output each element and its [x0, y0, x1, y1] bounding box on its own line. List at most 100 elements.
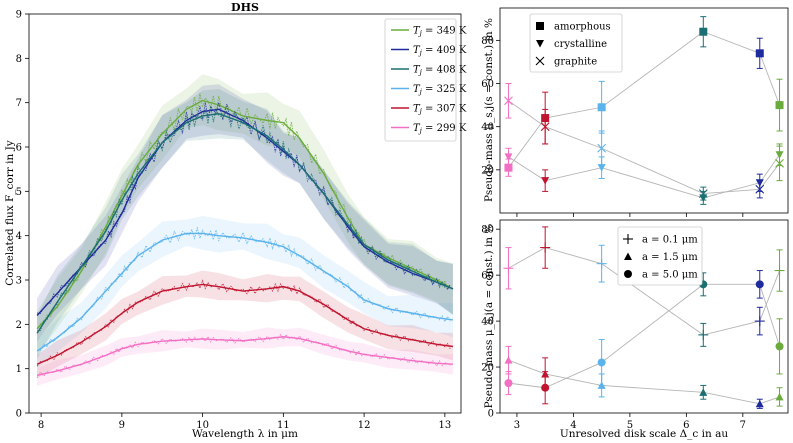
- x-tick-label: 7: [740, 420, 746, 431]
- y-tick-label: 5: [16, 187, 22, 198]
- data-point-plus: [698, 329, 709, 340]
- y-tick-label: 1: [16, 364, 22, 375]
- error-band-2: [37, 88, 453, 359]
- y-tick-label: 60: [481, 271, 494, 282]
- y-tick-label: 0: [488, 409, 494, 420]
- y-tick-label: 20: [481, 363, 494, 374]
- data-point-triangle-down: [597, 164, 606, 172]
- data-point-triangle-up: [755, 399, 764, 408]
- data-point-x: [540, 122, 550, 132]
- panel-grain-size-frame: [499, 219, 789, 414]
- x-tick-label: 13: [438, 420, 451, 431]
- y-tick-label: 2: [16, 320, 22, 331]
- panel-pseudo-mass-composition: 20 40 60 80 Pseudo-mass μ_s,j(s = const.) i…: [481, 7, 789, 217]
- measured-line-0: [36, 93, 451, 330]
- data-point-x: [755, 184, 765, 194]
- data-point-x-stroke: [755, 184, 765, 194]
- panel-composition-frame: [499, 7, 789, 214]
- composition-y-axis-label: Pseudo-mass μ_s,j(s = const.) in %: [483, 18, 495, 202]
- legend-text: = 408 K: [422, 65, 467, 76]
- composition-axis-ticks: 20 40 60 80: [481, 36, 744, 217]
- legend-label-4: Tj = 307 K: [413, 104, 467, 116]
- composition-legend: amorphous crystalline graphite: [529, 13, 623, 73]
- data-point-square: [775, 101, 784, 110]
- legend-text: = 349 K: [422, 26, 467, 37]
- connector-plus: [508, 247, 780, 336]
- x-tick-label: 6: [683, 420, 689, 431]
- data-point-x: [504, 96, 513, 106]
- error-band-1: [37, 84, 453, 342]
- model-line-1: [36, 108, 454, 316]
- legend-text: = 299 K: [422, 123, 467, 134]
- y-tick-label: 60: [481, 79, 494, 90]
- y-tick-label: 80: [481, 225, 494, 236]
- data-point-circle: [597, 358, 606, 367]
- legend-label-0: Tj = 349 K: [413, 26, 467, 38]
- data-point-x-stroke: [597, 143, 607, 153]
- x-tick-label: 10: [196, 420, 209, 431]
- data-point-x-stroke: [504, 96, 513, 106]
- data-point-plus: [503, 263, 514, 274]
- connector-triangle-up: [508, 359, 780, 405]
- connector-circle: [508, 283, 780, 389]
- data-point-circle: [755, 280, 764, 289]
- grain-size-x-axis-label: Unresolved disk scale Δ_c in au: [560, 428, 728, 440]
- y-tick-label: 4: [16, 231, 22, 242]
- data-point-triangle-up: [775, 392, 784, 401]
- grain-size-legend: a = 0.1 μm a = 1.5 μm a = 5.0 μm: [617, 226, 703, 286]
- legend-label-5: Tj = 299 K: [413, 123, 467, 135]
- y-tick-label: 40: [481, 317, 494, 328]
- data-point-circle: [541, 383, 550, 392]
- flux-x-axis-label: Wavelength λ in μm: [192, 428, 298, 440]
- legend-label-0: a = 0.1 μm: [642, 235, 698, 246]
- composition-plot-area: [504, 16, 784, 205]
- flux-chart-title: DHS: [231, 1, 259, 14]
- model-line-2: [36, 113, 454, 334]
- legend-marker-x: [535, 56, 545, 66]
- data-point-square: [597, 103, 606, 112]
- data-point-circle: [504, 379, 513, 388]
- y-tick-label: 3: [16, 276, 22, 287]
- legend-label-2: graphite: [554, 57, 597, 68]
- data-point-x: [698, 189, 708, 198]
- grain-size-axis-ticks: 3 4 5 6 7 0 20 40 60 80: [481, 225, 746, 431]
- flux-legend: Tj = 349 K Tj = 409 K Tj = 408 K Tj = 325 K…: [384, 18, 467, 142]
- model-line-5: [36, 336, 453, 377]
- legend-text: = 409 K: [422, 45, 467, 56]
- model-line-3: [36, 232, 454, 352]
- data-point-plus: [754, 316, 765, 327]
- y-tick-label: 80: [481, 36, 494, 47]
- data-point-square: [504, 163, 513, 172]
- x-tick-label: 11: [277, 420, 290, 431]
- y-tick-label: 40: [481, 122, 494, 133]
- x-tick-label: 4: [570, 420, 576, 431]
- x-tick-label: 9: [119, 420, 125, 431]
- data-point-triangle-up: [699, 388, 708, 396]
- data-point-plus: [540, 242, 551, 253]
- y-tick-label: 20: [481, 165, 494, 176]
- error-band-4: [37, 270, 453, 379]
- measured-line-2: [37, 105, 451, 332]
- flux-y-axis-label: Correlated flux F_corr in Jy: [4, 140, 16, 286]
- grain-size-legend-box: [617, 226, 703, 286]
- measured-line-3: [37, 226, 451, 352]
- data-point-plus: [774, 265, 785, 276]
- data-point-plus: [596, 258, 607, 269]
- legend-label-1: crystalline: [554, 39, 607, 50]
- measured-line-5: [36, 333, 451, 379]
- legend-marker-square: [536, 22, 544, 30]
- error-band-0: [37, 74, 453, 356]
- grain-size-plot-area: [503, 226, 785, 409]
- error-band-5: [37, 327, 453, 386]
- legend-label-1: Tj = 409 K: [413, 45, 467, 57]
- x-tick-label: 12: [358, 420, 371, 431]
- connector-x: [508, 100, 780, 195]
- legend-marker-plus: [623, 234, 633, 244]
- data-point-square: [699, 27, 708, 36]
- connector-square: [508, 31, 780, 168]
- data-point-circle: [775, 342, 784, 351]
- data-point-x-stroke: [540, 122, 550, 132]
